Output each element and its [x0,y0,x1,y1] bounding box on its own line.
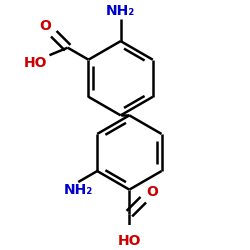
Text: HO: HO [24,56,47,70]
Text: NH₂: NH₂ [106,4,135,18]
Text: O: O [39,19,51,33]
Text: O: O [146,185,158,199]
Text: HO: HO [118,234,141,248]
Text: NH₂: NH₂ [64,183,93,197]
